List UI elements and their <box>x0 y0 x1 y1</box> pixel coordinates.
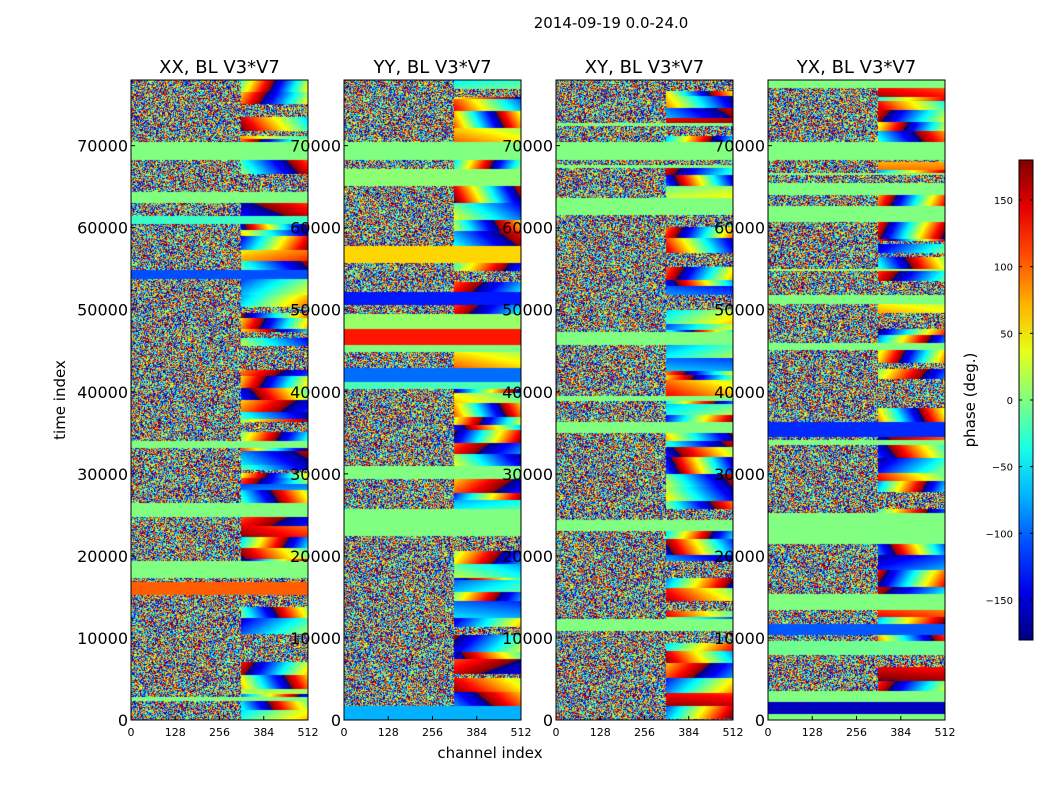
y-tick-label: 70000 <box>714 137 765 156</box>
y-tick-label: 10000 <box>77 629 128 648</box>
y-tick-label: 30000 <box>290 465 341 484</box>
colorbar-tick-label: −50 <box>992 463 1013 474</box>
panel-1: XX, BL V3*V7 0 128 256 384 512 0 10000 20000 3000… <box>77 57 318 739</box>
x-tick-label: 384 <box>466 726 487 739</box>
y-tick-label: 30000 <box>714 465 765 484</box>
colorbar-tick-label: −150 <box>986 596 1013 607</box>
y-tick-label: 70000 <box>502 137 553 156</box>
y-tick-label: 60000 <box>290 219 341 238</box>
heatmap-image-2 <box>344 80 521 720</box>
y-tick-label: 40000 <box>290 383 341 402</box>
x-tick-label: 0 <box>765 726 772 739</box>
y-tick-label: 40000 <box>77 383 128 402</box>
panel-3: XY, BL V3*V7 0 128 256 384 512 0 10000 20000 3000… <box>502 57 743 739</box>
y-tick-label: 20000 <box>77 547 128 566</box>
panel-title-3: XY, BL V3*V7 <box>585 57 704 78</box>
x-tick-label: 256 <box>209 726 230 739</box>
x-tick-label: 128 <box>165 726 186 739</box>
y-tick-label: 60000 <box>502 219 553 238</box>
y-tick-label: 20000 <box>714 547 765 566</box>
x-tick-label: 0 <box>553 726 560 739</box>
heatmap-image-1 <box>131 80 308 720</box>
figure-title: 2014-09-19 0.0-24.0 <box>534 14 689 32</box>
y-tick-label: 20000 <box>290 547 341 566</box>
x-tick-label: 512 <box>511 726 532 739</box>
y-tick-label: 0 <box>118 711 128 730</box>
y-tick-label: 70000 <box>290 137 341 156</box>
panel-title-4: YX, BL V3*V7 <box>796 57 916 78</box>
y-tick-label: 10000 <box>502 629 553 648</box>
panel-4: YX, BL V3*V7 0 128 256 384 512 0 10000 20000 3000… <box>714 57 955 739</box>
heatmap-image-3 <box>556 80 733 720</box>
y-tick-label: 50000 <box>290 301 341 320</box>
x-tick-label: 512 <box>298 726 319 739</box>
y-tick-label: 60000 <box>714 219 765 238</box>
x-tick-label: 256 <box>846 726 867 739</box>
colorbar-tick-label: 50 <box>1000 329 1013 340</box>
y-tick-label: 60000 <box>77 219 128 238</box>
y-tick-label: 50000 <box>77 301 128 320</box>
y-tick-label: 30000 <box>502 465 553 484</box>
x-tick-label: 384 <box>890 726 911 739</box>
x-tick-label: 512 <box>723 726 744 739</box>
colorbar-label: phase (deg.) <box>961 353 979 448</box>
colorbar-tick-label: 100 <box>994 263 1013 274</box>
x-axis-label: channel index <box>437 744 542 762</box>
y-tick-label: 0 <box>331 711 341 730</box>
heatmap-panels: XX, BL V3*V7 0 128 256 384 512 0 10000 20000 3000… <box>77 57 955 739</box>
x-tick-label: 384 <box>253 726 274 739</box>
panel-title-2: YY, BL V3*V7 <box>372 57 491 78</box>
y-tick-label: 20000 <box>502 547 553 566</box>
y-tick-label: 50000 <box>714 301 765 320</box>
x-tick-label: 128 <box>378 726 399 739</box>
x-tick-label: 256 <box>634 726 655 739</box>
colorbar: −150 −100 −50 0 50 100 150 <box>986 159 1034 641</box>
heatmap-image-4 <box>768 80 945 720</box>
x-tick-label: 512 <box>935 726 956 739</box>
colorbar-tick-label: −100 <box>986 529 1013 540</box>
y-tick-label: 40000 <box>502 383 553 402</box>
colorbar-tick-label: 150 <box>994 196 1013 207</box>
y-tick-label: 0 <box>543 711 553 730</box>
y-tick-label: 30000 <box>77 465 128 484</box>
y-tick-label: 0 <box>755 711 765 730</box>
y-tick-label: 10000 <box>290 629 341 648</box>
panel-2: YY, BL V3*V7 0 128 256 384 512 0 10000 20000 3000… <box>290 57 531 739</box>
x-tick-label: 384 <box>678 726 699 739</box>
x-tick-label: 0 <box>128 726 135 739</box>
x-tick-label: 0 <box>341 726 348 739</box>
colorbar-tick-label: 0 <box>1007 396 1013 407</box>
y-tick-label: 10000 <box>714 629 765 648</box>
x-tick-label: 128 <box>590 726 611 739</box>
y-axis-label: time index <box>51 360 69 440</box>
y-tick-label: 50000 <box>502 301 553 320</box>
x-tick-label: 256 <box>422 726 443 739</box>
y-tick-label: 40000 <box>714 383 765 402</box>
panel-title-1: XX, BL V3*V7 <box>159 57 280 78</box>
x-tick-label: 128 <box>802 726 823 739</box>
y-tick-label: 70000 <box>77 137 128 156</box>
